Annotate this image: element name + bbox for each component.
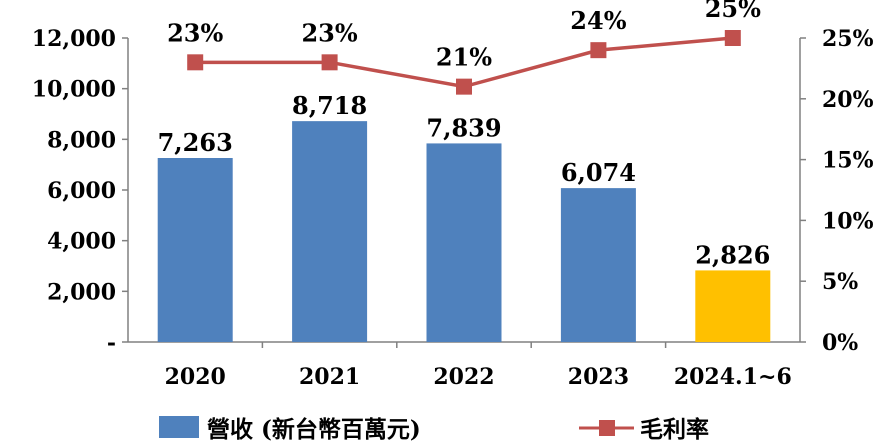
line-value-label: 23%: [167, 18, 223, 47]
bar-value-label: 7,263: [158, 128, 233, 157]
x-tick-label: 2020: [165, 364, 226, 390]
line-value-label: 25%: [705, 0, 761, 23]
legend-swatch-revenue: [159, 416, 199, 438]
legend-label-margin: 毛利率: [640, 416, 709, 443]
data-labels: 7,263 8,718 7,839 6,074 2,826 23% 23% 21% 24% 25%: [158, 0, 771, 269]
x-tick-label: 2021: [299, 364, 360, 390]
y-right-tick-label: 15%: [822, 148, 874, 174]
legend-marker-margin: [599, 420, 615, 436]
y-left-tick-label: 8,000: [47, 127, 116, 153]
legend: 營收 (新台幣百萬元) 毛利率: [159, 416, 709, 443]
bar-series: [157, 121, 771, 342]
bar-value-label: 2,826: [695, 240, 770, 269]
x-tick-label: 2023: [568, 364, 629, 390]
line-series: [187, 30, 741, 95]
line-marker: [590, 42, 607, 59]
line-marker: [456, 78, 472, 95]
line-marker: [724, 30, 741, 46]
bar: [426, 143, 502, 342]
line-value-label: 23%: [301, 18, 357, 47]
line-value-label: 21%: [436, 43, 492, 72]
legend-label-revenue: 營收 (新台幣百萬元): [207, 416, 421, 443]
bar-value-label: 7,839: [426, 113, 501, 142]
y-right-tick-label: 20%: [822, 87, 874, 113]
y-right-tick-label: 5%: [822, 269, 858, 295]
line-value-label: 24%: [570, 6, 626, 35]
bar: [560, 188, 636, 342]
line-marker: [321, 54, 338, 71]
bar: [292, 121, 368, 342]
bar: [157, 158, 233, 342]
y-left-tick-label: -: [107, 330, 116, 356]
bar: [695, 270, 771, 342]
bar-value-label: 8,718: [292, 91, 367, 120]
y-right-tick-label: 0%: [822, 330, 858, 356]
y-left-tick-label: 4,000: [47, 229, 116, 255]
y-right-tick-label: 10%: [822, 208, 874, 234]
y-left-tick-label: 12,000: [32, 26, 116, 52]
line-marker: [187, 54, 204, 71]
x-tick-label: 2022: [433, 364, 494, 390]
axes: - 2,000 4,000 6,000 8,000 10,000 12,000 0% 5% 10%…: [32, 26, 874, 390]
x-tick-label: 2024.1~6: [674, 364, 792, 390]
bar-value-label: 6,074: [561, 158, 636, 187]
y-right-tick-label: 25%: [822, 26, 874, 52]
y-left-tick-label: 10,000: [32, 77, 116, 103]
y-left-tick-label: 6,000: [47, 178, 116, 204]
y-left-tick-label: 2,000: [47, 279, 116, 305]
